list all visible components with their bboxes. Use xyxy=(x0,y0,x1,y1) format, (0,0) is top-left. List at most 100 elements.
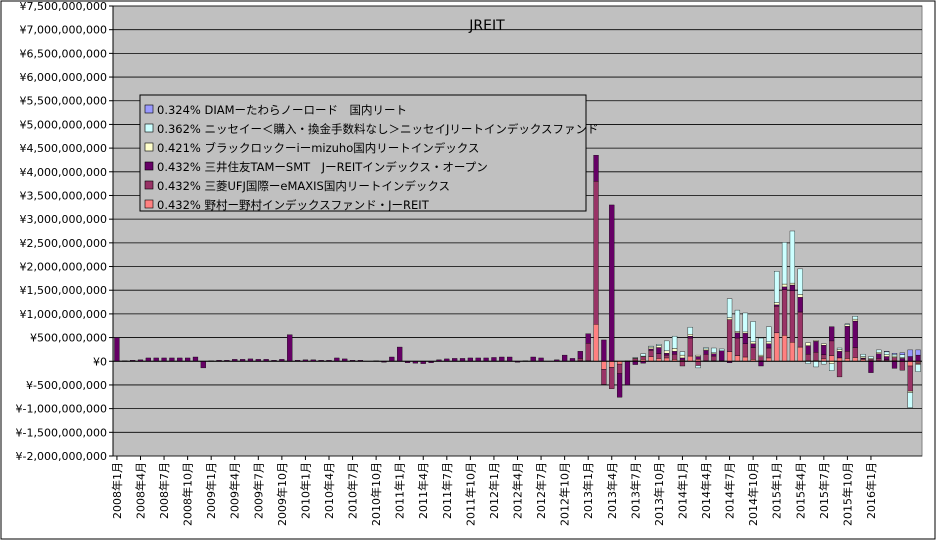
x-tick-label: 2012年1月 xyxy=(487,462,501,519)
bar-segment-series-1 xyxy=(844,351,850,359)
bar-segment-series-4 xyxy=(703,347,709,350)
x-tick-label: 2013年10月 xyxy=(652,462,666,526)
bar-segment-series-2 xyxy=(836,351,843,359)
bar-segment-series-2 xyxy=(507,356,513,362)
bar-segment-series-1 xyxy=(577,358,583,361)
bar-segment-series-2 xyxy=(742,333,748,344)
bar-segment-series-1 xyxy=(609,367,615,389)
y-tick-label: ¥2,000,000,000 xyxy=(20,261,107,274)
bar-segment-series-2 xyxy=(868,361,874,373)
bar-segment-series-2 xyxy=(852,320,858,348)
legend-swatch xyxy=(144,104,154,114)
bar-segment-series-1 xyxy=(695,361,701,366)
bar-segment-series-4 xyxy=(836,347,843,350)
bar-segment-series-3 xyxy=(648,346,654,350)
x-tick-label: 2012年7月 xyxy=(534,462,548,519)
bar-segment-series-3 xyxy=(781,283,788,288)
bar-segment-series-3 xyxy=(758,354,764,357)
bar-segment-series-1 xyxy=(671,353,678,360)
x-tick-label: 2009年10月 xyxy=(275,462,289,526)
bar-segment-series-4 xyxy=(907,392,913,408)
bar-segment-series-2 xyxy=(734,332,741,339)
bar-segment-series-2 xyxy=(664,353,670,356)
x-tick-label: 2013年1月 xyxy=(581,462,595,519)
x-tick-label: 2011年7月 xyxy=(440,462,454,519)
bar-segment-series-2 xyxy=(585,333,591,344)
x-tick-label: 2011年4月 xyxy=(416,462,430,519)
y-tick-label: ¥5,500,000,000 xyxy=(20,95,107,108)
bar-segment-series-2 xyxy=(907,356,913,362)
x-tick-label: 2008年4月 xyxy=(133,462,147,519)
bar-segment-series-2 xyxy=(679,357,686,361)
bar-segment-series-2 xyxy=(750,343,756,348)
bar-segment-series-0 xyxy=(852,357,858,362)
bar-segment-series-2 xyxy=(114,337,120,362)
legend-entry: 0.432% 三井住友TAMーSMT JーREITインデックス・オープン xyxy=(157,160,488,174)
y-tick-label: ¥4,000,000,000 xyxy=(20,166,107,179)
x-tick-label: 2011年10月 xyxy=(463,462,477,526)
x-tick-label: 2009年4月 xyxy=(228,462,242,519)
bar-segment-series-1 xyxy=(868,359,874,361)
bar-segment-series-1 xyxy=(829,340,835,356)
y-tick-label: ¥-1,000,000,000 xyxy=(16,403,107,416)
bar-segment-series-4 xyxy=(711,347,717,353)
chart-title: JREIT xyxy=(468,18,505,34)
bar-segment-series-3 xyxy=(836,349,843,352)
x-tick-label: 2014年10月 xyxy=(746,462,760,526)
bar-segment-series-2 xyxy=(703,350,709,355)
bar-segment-series-2 xyxy=(829,326,835,342)
x-axis-tick-labels: 2008年1月 2008年4月 2008年7月 2008年10月 2009年1月 2009… xyxy=(110,456,878,526)
bar-segment-series-4 xyxy=(781,242,788,285)
bar-segment-series-0 xyxy=(648,356,654,362)
x-tick-label: 2013年7月 xyxy=(628,462,642,519)
bar-segment-series-4 xyxy=(695,365,701,369)
bar-segment-series-2 xyxy=(821,344,827,355)
bar-segment-series-5 xyxy=(884,351,890,353)
bar-segment-series-2 xyxy=(491,357,497,362)
bar-segment-series-2 xyxy=(789,284,796,291)
legend-swatch xyxy=(144,123,154,133)
bar-segment-series-2 xyxy=(805,345,811,355)
bar-segment-series-4 xyxy=(868,356,874,359)
bar-segment-series-2 xyxy=(287,334,293,362)
bar-segment-series-3 xyxy=(695,354,701,357)
x-tick-label: 2014年1月 xyxy=(675,462,689,519)
bar-segment-series-1 xyxy=(821,354,827,360)
bar-segment-series-4 xyxy=(844,323,850,325)
y-tick-label: ¥2,500,000,000 xyxy=(20,237,107,250)
bar-segment-series-0 xyxy=(593,324,599,362)
bar-segment-series-2 xyxy=(192,356,199,362)
bar-segment-series-1 xyxy=(758,356,764,361)
bar-segment-series-2 xyxy=(562,354,568,362)
bar-segment-series-2 xyxy=(577,351,583,359)
bar-segment-series-2 xyxy=(397,346,403,362)
x-tick-label: 2012年10月 xyxy=(558,462,572,526)
y-tick-label: ¥-2,000,000,000 xyxy=(16,450,107,463)
bar-segment-series-3 xyxy=(907,390,913,393)
bar-segment-series-4 xyxy=(766,326,772,343)
bar-segment-series-4 xyxy=(664,340,670,352)
bar-segment-series-4 xyxy=(679,351,686,356)
legend-swatch xyxy=(144,180,154,190)
bar-segment-series-2 xyxy=(530,356,536,362)
bar-segment-series-0 xyxy=(789,342,796,362)
bar-segment-series-4 xyxy=(813,361,819,368)
bar-segment-series-1 xyxy=(899,361,905,371)
bar-segment-series-2 xyxy=(616,373,623,398)
y-tick-label: ¥7,500,000,000 xyxy=(20,0,107,13)
bar-segment-series-2 xyxy=(813,341,819,353)
bar-segment-series-0 xyxy=(797,346,803,362)
bar-segment-series-4 xyxy=(829,363,835,371)
bar-segment-series-2 xyxy=(695,356,701,360)
bar-segment-series-3 xyxy=(734,331,741,334)
bar-segment-series-2 xyxy=(758,361,764,367)
bar-segment-series-3 xyxy=(742,331,748,334)
x-tick-label: 2012年4月 xyxy=(511,462,525,519)
bar-segment-series-4 xyxy=(899,354,905,358)
bar-segment-series-3 xyxy=(844,324,850,327)
bar-segment-series-2 xyxy=(648,348,654,351)
bar-segment-series-3 xyxy=(860,356,866,359)
y-tick-label: ¥-500,000,000 xyxy=(26,379,107,392)
bar-segment-series-2 xyxy=(671,351,678,355)
